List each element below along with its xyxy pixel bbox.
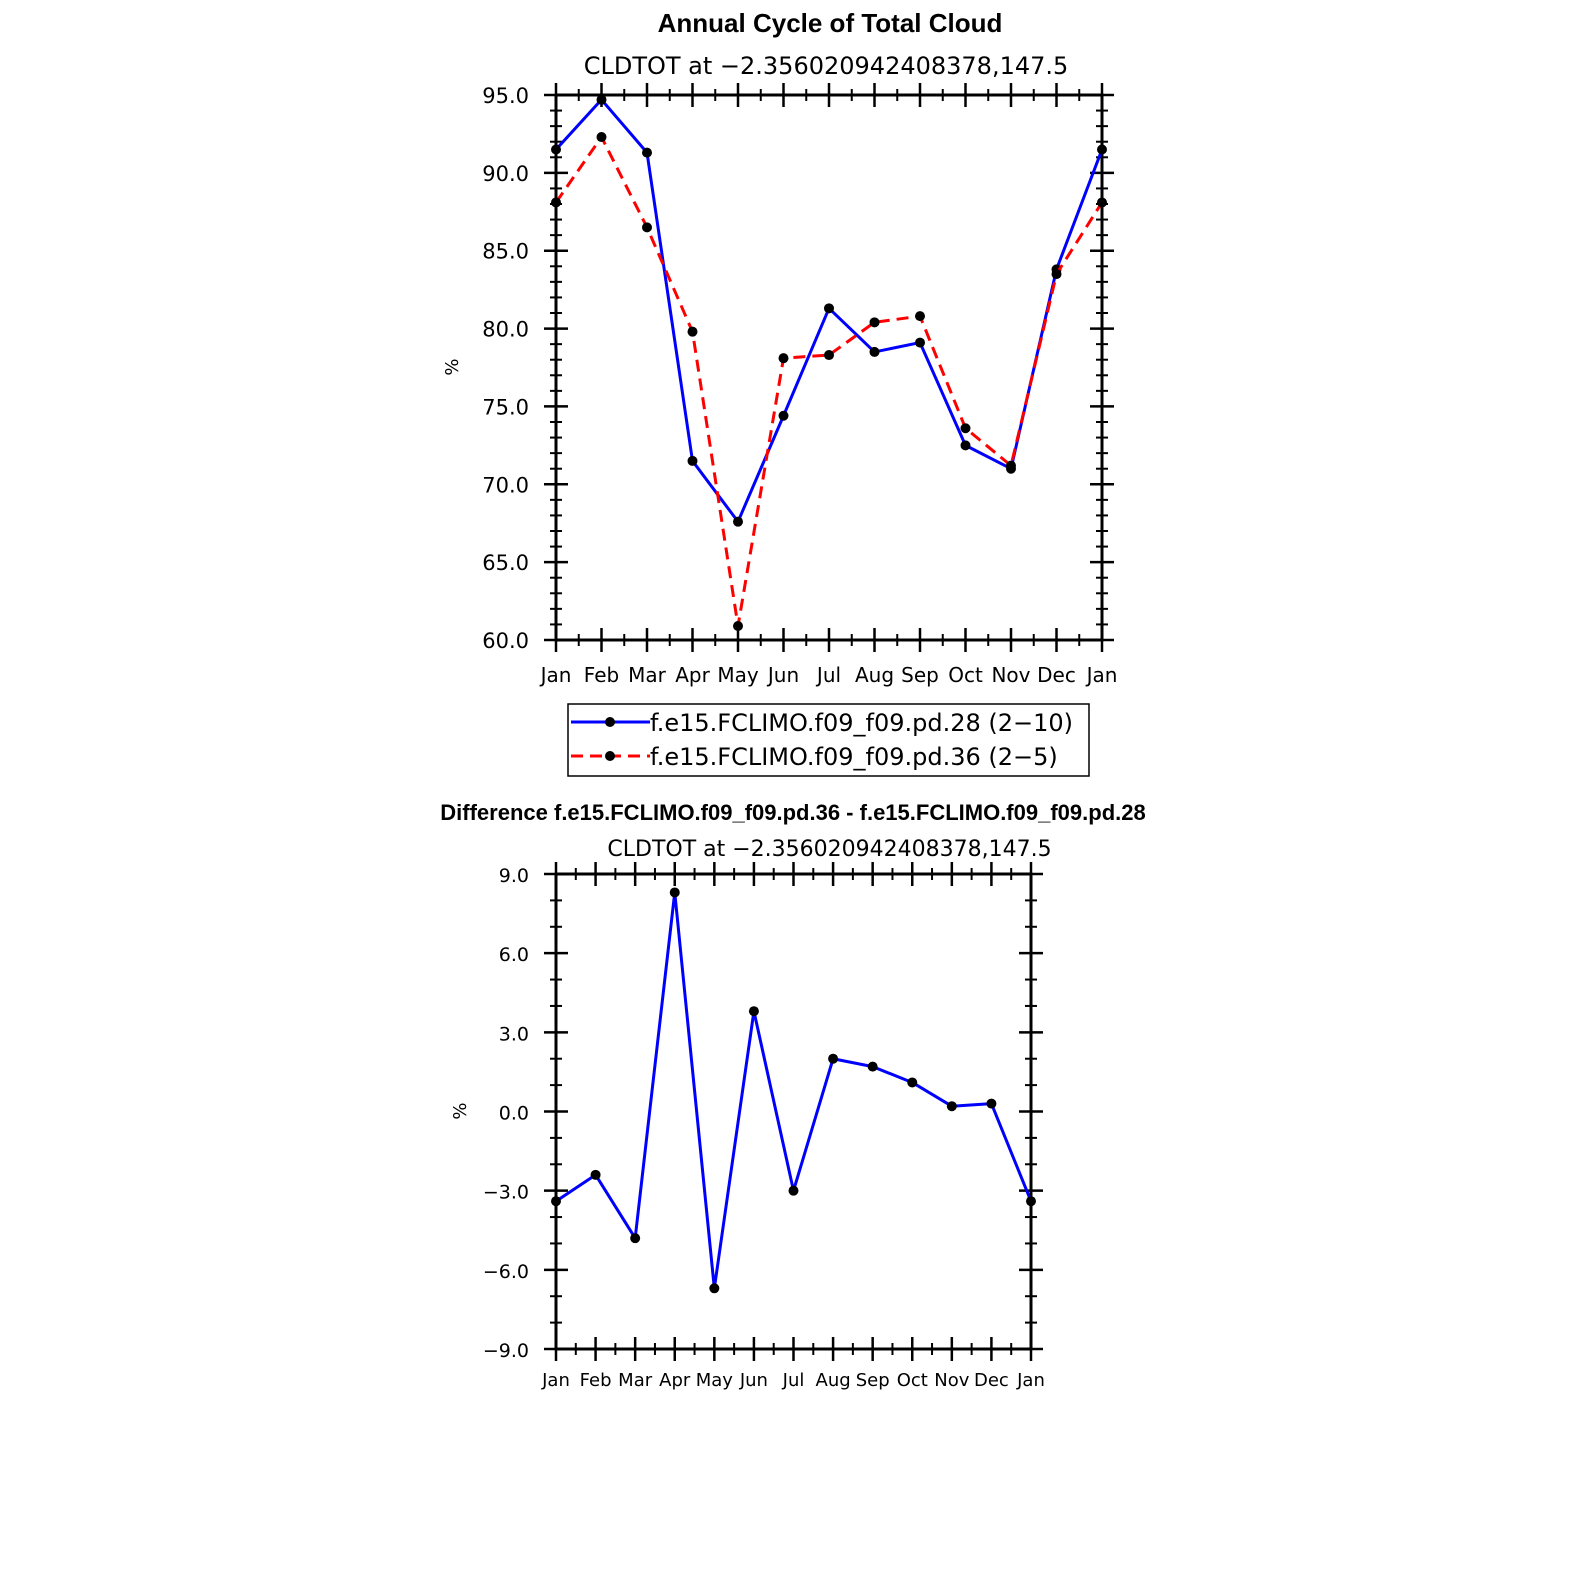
x-tick-label: Jan <box>1016 1370 1045 1391</box>
chart-panel-2: Difference f.e15.FCLIMO.f09_f09.pd.36 - … <box>440 800 1145 1391</box>
data-point <box>669 887 680 898</box>
y-tick-label: 95.0 <box>482 84 529 108</box>
data-point <box>1026 1196 1036 1207</box>
chart-subtitle: CLDTOT at −2.356020942408378,147.5 <box>584 52 1069 80</box>
x-tick-label: Feb <box>580 1370 612 1391</box>
data-point <box>907 1077 918 1088</box>
data-point <box>551 144 561 155</box>
legend-box <box>567 703 1090 777</box>
data-point <box>1051 269 1062 280</box>
data-point <box>748 1006 759 1017</box>
legend-entry-label: f.e15.FCLIMO.f09_f09.pd.28 (2−10) <box>650 709 1073 737</box>
x-tick-label: Jun <box>766 663 799 687</box>
data-point <box>960 440 971 451</box>
y-tick-label: 90.0 <box>482 162 529 186</box>
y-tick-label: 80.0 <box>482 318 529 342</box>
legend-entry-label: f.e15.FCLIMO.f09_f09.pd.36 (2−5) <box>650 743 1058 771</box>
x-tick-label: Mar <box>618 1370 653 1391</box>
data-point <box>1006 460 1016 471</box>
data-point <box>960 423 971 434</box>
x-tick-label: Jan <box>1085 663 1118 687</box>
chart-title: Difference f.e15.FCLIMO.f09_f09.pd.36 - … <box>440 800 1145 825</box>
x-tick-label: Oct <box>948 663 983 687</box>
data-point <box>642 147 652 158</box>
x-tick-label: Aug <box>855 663 894 687</box>
x-tick-label: Dec <box>1037 663 1076 687</box>
y-tick-label: 60.0 <box>482 629 529 653</box>
chart-title: Annual Cycle of Total Cloud <box>658 8 1003 38</box>
data-point <box>869 346 880 357</box>
plot-frame <box>554 93 1104 642</box>
x-tick-label: Jul <box>815 663 841 687</box>
y-tick-label: 0.0 <box>499 1103 529 1125</box>
x-tick-label: Dec <box>974 1370 1009 1391</box>
x-tick-label: Sep <box>856 1370 890 1391</box>
y-tick-label: 3.0 <box>499 1023 529 1045</box>
data-point <box>709 1283 720 1294</box>
data-point <box>824 350 834 361</box>
legend-swatch-marker <box>605 751 615 761</box>
data-point <box>788 1185 799 1196</box>
x-tick-label: Apr <box>659 1370 691 1391</box>
series-line-1 <box>555 890 1033 1290</box>
y-tick-label: 85.0 <box>482 240 529 264</box>
x-tick-label: Jun <box>739 1370 768 1391</box>
data-point <box>733 620 743 631</box>
data-point <box>986 1098 997 1109</box>
chart-panel-1: Annual Cycle of Total Cloud CLDTOT at −2.… <box>442 8 1118 777</box>
data-point <box>630 1233 641 1244</box>
data-point <box>1097 144 1107 155</box>
data-point <box>596 94 607 105</box>
data-point <box>687 326 698 337</box>
data-point <box>590 1169 601 1180</box>
chart-subtitle: CLDTOT at −2.356020942408378,147.5 <box>607 837 1051 862</box>
data-point <box>596 132 607 143</box>
x-tick-label: May <box>717 663 759 687</box>
plot-frame <box>554 872 1033 1351</box>
data-point <box>642 222 652 233</box>
y-axis-label: % <box>442 358 463 375</box>
data-point <box>828 1053 839 1064</box>
x-tick-label: Jan <box>541 1370 570 1391</box>
x-tick-label: Mar <box>628 663 667 687</box>
x-tick-label: Apr <box>675 663 710 687</box>
x-tick-label: Nov <box>934 1370 969 1391</box>
x-tick-label: Nov <box>991 663 1030 687</box>
x-tick-label: Jan <box>539 663 572 687</box>
legend: f.e15.FCLIMO.f09_f09.pd.28 (2−10) f.e15.F… <box>567 703 1090 777</box>
data-point <box>687 455 698 466</box>
data-point <box>733 516 743 527</box>
x-tick-label: Jul <box>782 1370 805 1391</box>
data-point <box>869 317 880 328</box>
data-point <box>778 410 789 421</box>
data-point <box>551 197 561 208</box>
y-tick-label: 75.0 <box>482 395 529 419</box>
data-point <box>946 1101 957 1112</box>
x-tick-label: Sep <box>901 663 939 687</box>
y-axis-label: % <box>450 1102 471 1119</box>
y-tick-label: 65.0 <box>482 551 529 575</box>
x-tick-label: May <box>696 1370 734 1391</box>
y-tick-label: −3.0 <box>483 1182 529 1204</box>
x-tick-label: Oct <box>897 1370 928 1391</box>
series-line-2 <box>554 135 1104 628</box>
data-point <box>867 1061 878 1072</box>
x-tick-label: Feb <box>584 663 619 687</box>
y-tick-label: 9.0 <box>499 865 529 887</box>
data-point <box>824 303 834 314</box>
legend-swatch-marker <box>605 717 615 727</box>
data-point <box>915 311 925 322</box>
y-tick-label: 6.0 <box>499 944 529 966</box>
y-tick-label: −6.0 <box>483 1261 529 1283</box>
y-tick-label: 70.0 <box>482 473 529 497</box>
data-point <box>778 353 789 364</box>
x-tick-label: Aug <box>816 1370 851 1391</box>
data-point <box>1097 197 1107 208</box>
y-tick-label: −9.0 <box>483 1340 529 1362</box>
data-point <box>915 337 925 348</box>
data-point <box>551 1196 561 1207</box>
